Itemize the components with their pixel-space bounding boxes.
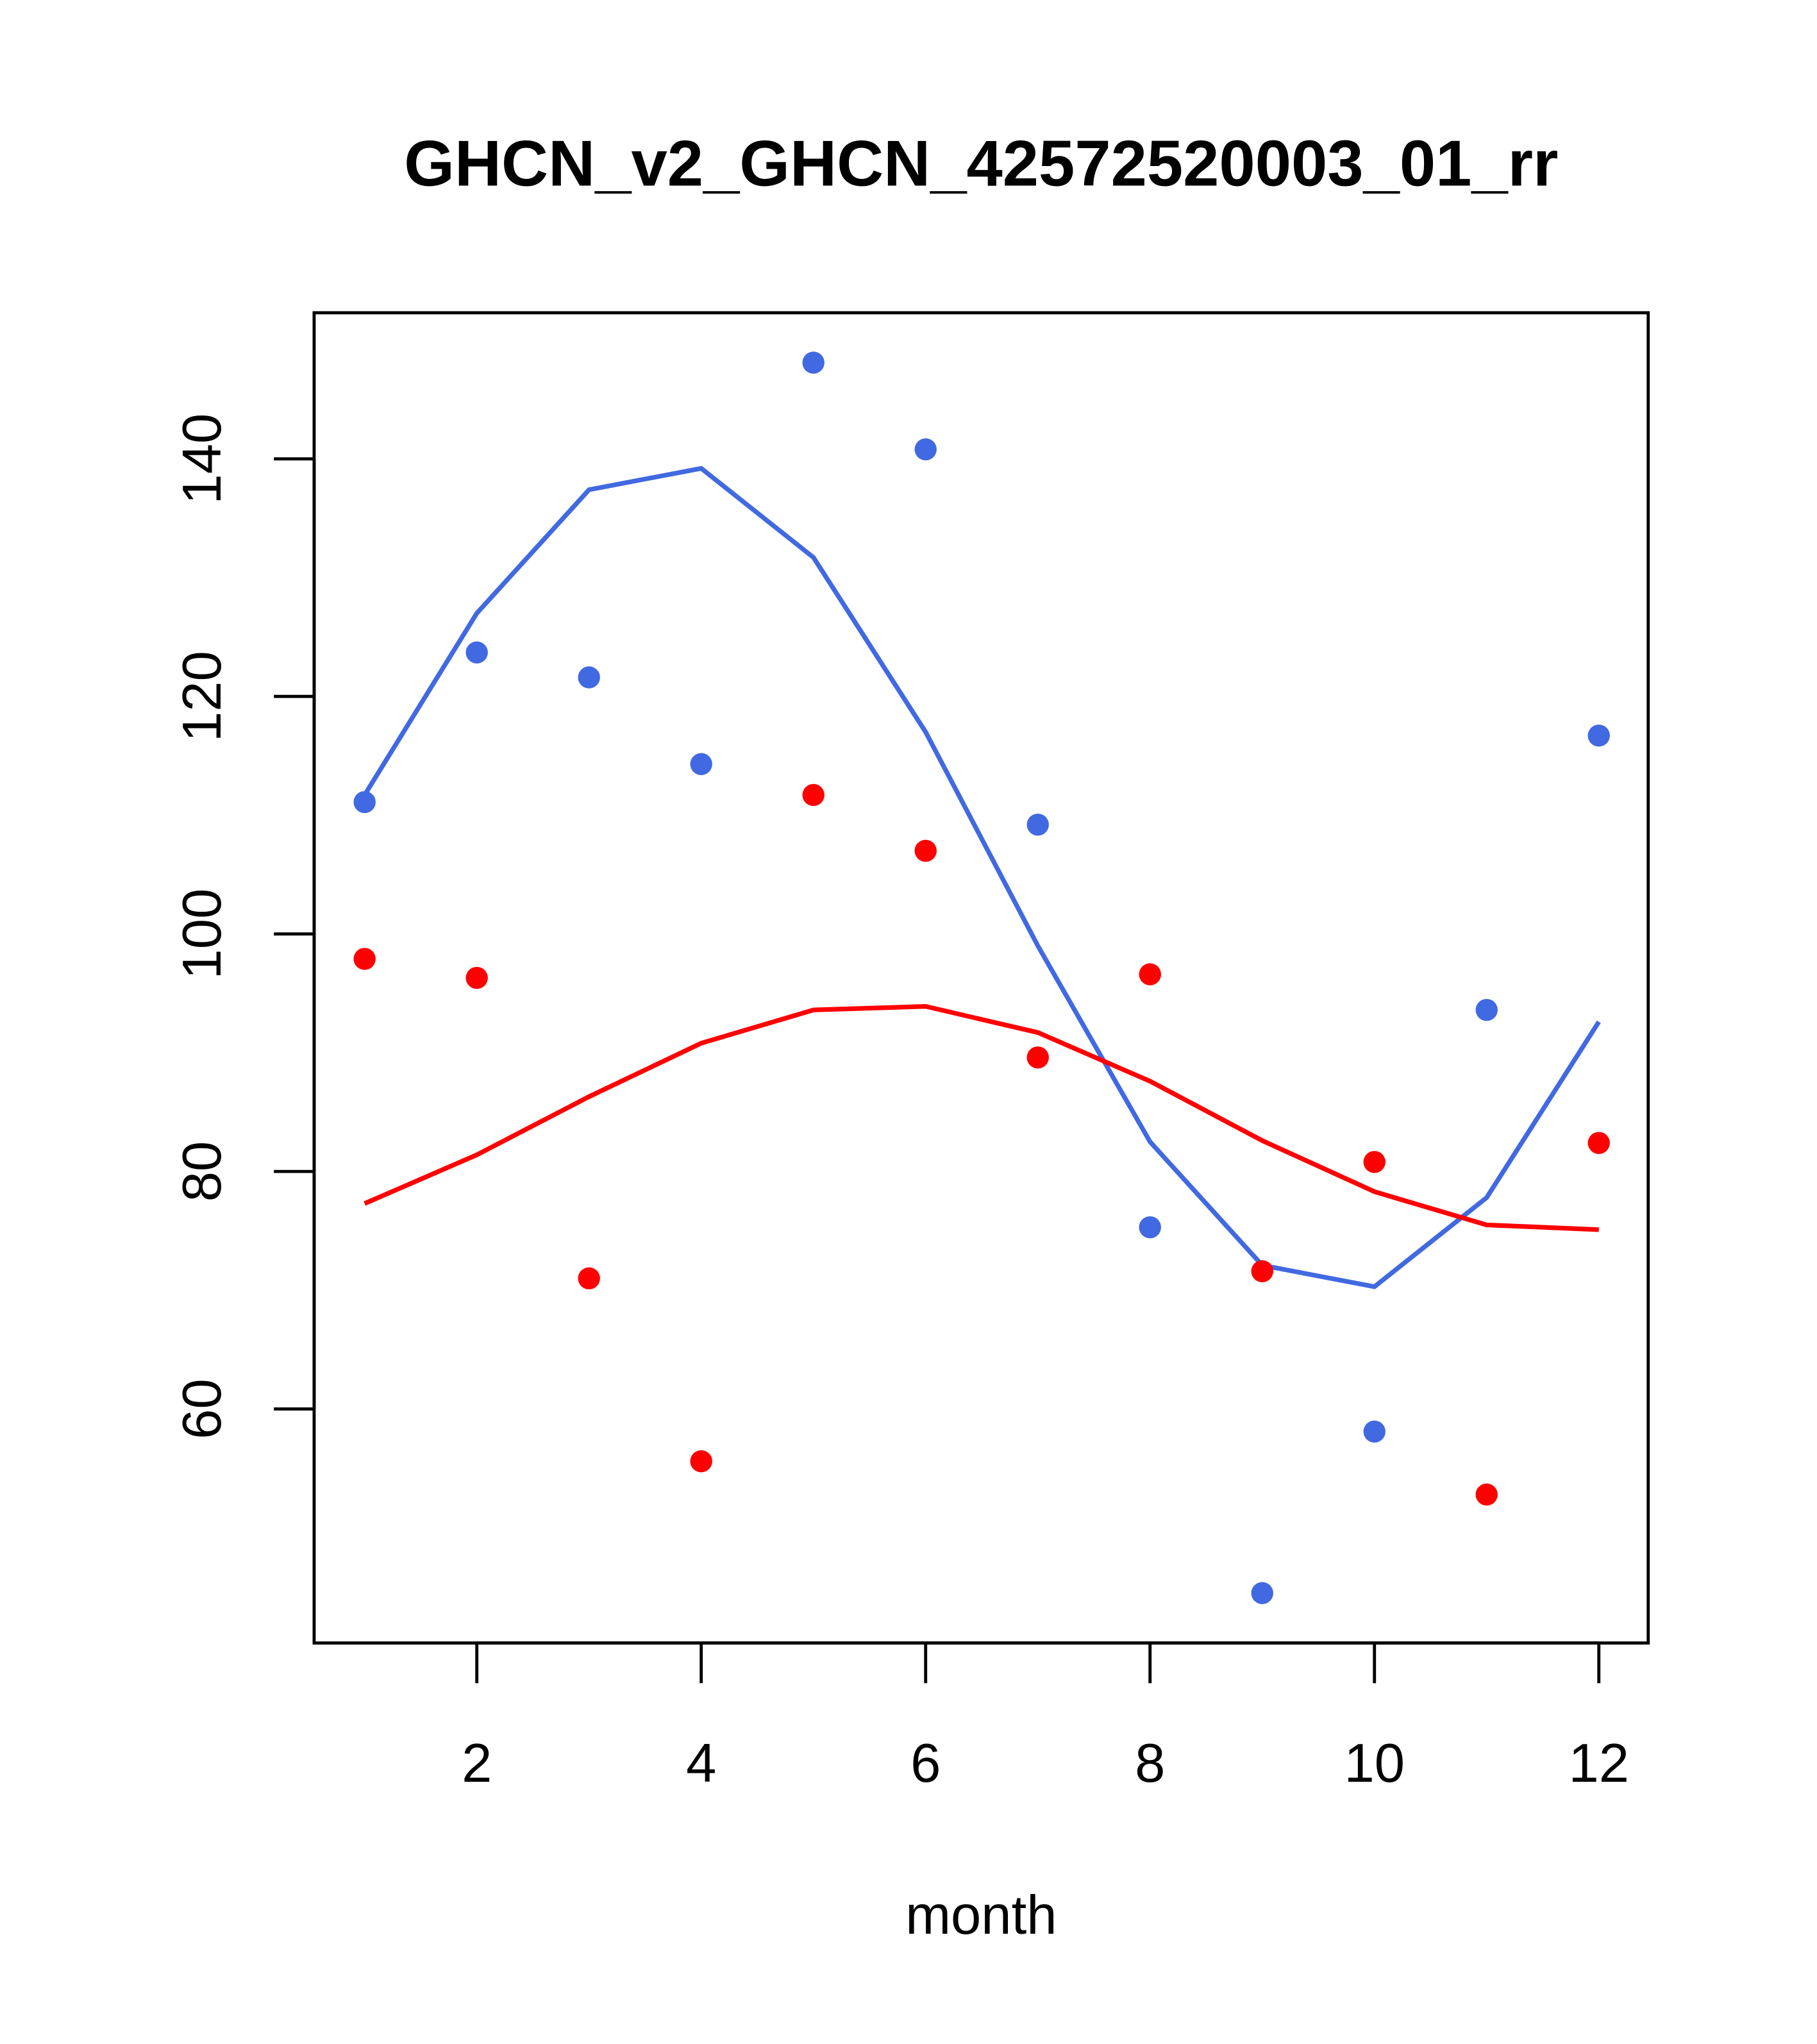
y-tick-label: 140 bbox=[172, 414, 233, 505]
blue-point-2 bbox=[465, 641, 488, 664]
blue-point-11 bbox=[1475, 998, 1498, 1021]
red-point-12 bbox=[1587, 1132, 1610, 1154]
blue-point-3 bbox=[578, 666, 600, 689]
blue-point-8 bbox=[1139, 1216, 1161, 1239]
x-axis: 2 4 6 8 10 12 bbox=[462, 1641, 1629, 1794]
red-point-2 bbox=[465, 966, 488, 989]
red-point-7 bbox=[1026, 1046, 1049, 1069]
plot-marks bbox=[353, 351, 1610, 1604]
chart-title: GHCN_v2_GHCN_42572520003_01_rr bbox=[404, 127, 1558, 199]
red-point-5 bbox=[802, 783, 825, 807]
y-tick-label: 100 bbox=[172, 889, 233, 980]
red-point-10 bbox=[1363, 1151, 1386, 1173]
red-point-11 bbox=[1475, 1483, 1498, 1506]
blue-point-5 bbox=[802, 351, 825, 374]
plot-frame bbox=[312, 311, 1650, 1645]
red-point-6 bbox=[914, 839, 937, 862]
y-axis: 60 80 100 120 140 bbox=[172, 414, 316, 1439]
x-tick-label: 10 bbox=[1344, 1733, 1405, 1794]
blue-point-12 bbox=[1587, 725, 1610, 747]
y-tick-label: 80 bbox=[172, 1141, 233, 1202]
y-tick-label: 120 bbox=[172, 651, 233, 742]
x-tick-label: 2 bbox=[462, 1733, 492, 1794]
blue-point-7 bbox=[1026, 814, 1049, 836]
red-point-8 bbox=[1139, 963, 1161, 985]
x-tick-label: 8 bbox=[1135, 1733, 1165, 1794]
x-tick-label: 6 bbox=[910, 1733, 941, 1794]
y-tick-label: 60 bbox=[172, 1378, 233, 1439]
blue-point-9 bbox=[1251, 1582, 1273, 1604]
blue-point-1 bbox=[353, 791, 376, 814]
red-point-9 bbox=[1251, 1260, 1273, 1282]
x-tick-label: 12 bbox=[1568, 1733, 1629, 1794]
blue-point-6 bbox=[914, 438, 937, 461]
red-line-series bbox=[364, 1003, 1599, 1232]
red-point-4 bbox=[690, 1450, 712, 1473]
x-tick-label: 4 bbox=[686, 1733, 716, 1794]
red-point-1 bbox=[353, 948, 376, 970]
blue-point-4 bbox=[690, 753, 712, 775]
x-axis-label: month bbox=[905, 1885, 1057, 1946]
blue-point-10 bbox=[1363, 1420, 1386, 1443]
blue-line-series bbox=[362, 465, 1601, 1289]
red-point-3 bbox=[578, 1267, 600, 1290]
